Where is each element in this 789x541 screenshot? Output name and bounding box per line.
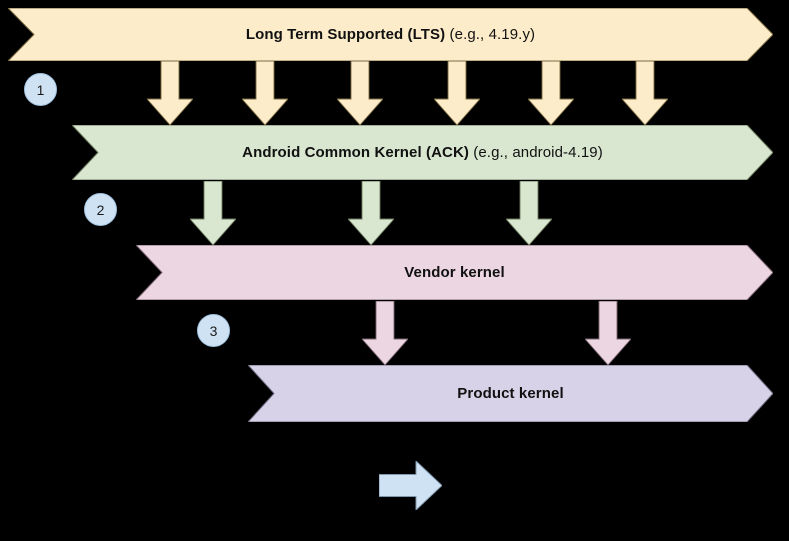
band-lts: Long Term Supported (LTS) (e.g., 4.19.y): [8, 8, 773, 61]
band-lts-label-strong: Long Term Supported (LTS): [245, 26, 446, 43]
lts-to-ack-arrows-4: [434, 61, 480, 125]
band-ack-label-strong: Android Common Kernel (ACK): [242, 144, 469, 161]
step-marker-2: 2: [84, 193, 117, 226]
band-lts-label-light: (e.g., 4.19.y): [445, 26, 536, 43]
step-marker-3: 3: [197, 314, 230, 347]
band-product-label: Product kernel: [457, 385, 563, 402]
band-ack-label-light: (e.g., android-4.19): [469, 144, 603, 161]
step-marker-2-label: 2: [96, 201, 105, 218]
band-ack-shape: [72, 125, 773, 180]
lts-to-ack-arrows-1: [147, 61, 193, 125]
lts-to-ack-arrows-6: [622, 61, 668, 125]
ack-to-vendor-arrows-3: [506, 181, 552, 245]
band-lts-label: Long Term Supported (LTS) (e.g., 4.19.y): [246, 26, 535, 43]
lts-to-ack-arrows-2: [242, 61, 288, 125]
band-lts-shape: [8, 8, 773, 61]
band-vendor: Vendor kernel: [136, 245, 773, 300]
vendor-to-product-arrows-1: [362, 301, 408, 365]
lts-to-ack-arrows-3: [337, 61, 383, 125]
ack-to-vendor-arrows-1: [190, 181, 236, 245]
legend-right-arrow-icon: [379, 461, 442, 510]
band-product: Product kernel: [248, 365, 773, 422]
band-product-shape: [248, 365, 773, 422]
band-product-label-strong: Product kernel: [457, 385, 564, 402]
vendor-to-product-arrows-2: [585, 301, 631, 365]
step-marker-1: 1: [24, 73, 57, 106]
band-vendor-label-strong: Vendor kernel: [404, 264, 505, 281]
band-ack: Android Common Kernel (ACK) (e.g., andro…: [72, 125, 773, 180]
lts-to-ack-arrows-5: [528, 61, 574, 125]
ack-to-vendor-arrows-2: [348, 181, 394, 245]
band-ack-label: Android Common Kernel (ACK) (e.g., andro…: [242, 144, 603, 161]
step-marker-3-label: 3: [209, 322, 218, 339]
band-vendor-label: Vendor kernel: [404, 264, 505, 281]
band-vendor-shape: [136, 245, 773, 300]
step-marker-1-label: 1: [36, 81, 45, 98]
